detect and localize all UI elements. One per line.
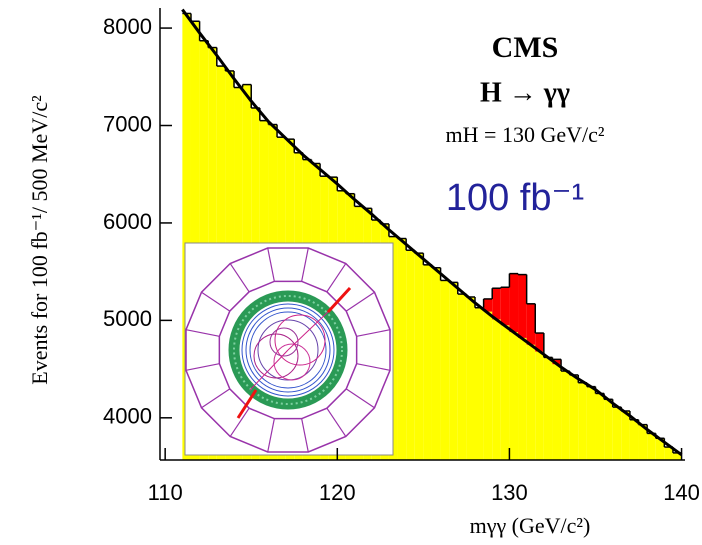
bar [527, 345, 536, 460]
bar [423, 265, 432, 460]
bar [587, 387, 596, 460]
bar [561, 371, 570, 460]
bar [492, 319, 501, 460]
bar [613, 407, 622, 460]
bar [604, 399, 613, 460]
bar [518, 338, 527, 460]
mass-label: mH = 130 GeV/c² [446, 122, 605, 147]
bar [570, 375, 579, 460]
experiment-label: CMS [492, 31, 559, 64]
y-tick-label: 6000 [103, 209, 152, 234]
bar [647, 433, 656, 460]
x-tick-label: 140 [663, 480, 700, 505]
bar [501, 325, 510, 460]
bar [406, 250, 415, 460]
bar [621, 411, 630, 460]
luminosity-label: 100 fb⁻¹ [446, 177, 584, 219]
bar [509, 332, 518, 460]
signal-bar [492, 288, 501, 319]
bar [475, 308, 484, 460]
y-tick-label: 5000 [103, 306, 152, 331]
chart: 4000 5000 6000 7000 8000 110 120 130 140 CMS H →… [0, 0, 702, 545]
detector-inset [185, 243, 393, 455]
bar [458, 294, 467, 460]
y-tick-label: 8000 [103, 14, 152, 39]
bar [398, 239, 407, 460]
signal-bar [518, 275, 527, 338]
bar [630, 420, 639, 460]
y-tick-label: 7000 [103, 111, 152, 136]
bar [595, 393, 604, 460]
bar [432, 268, 441, 460]
bar [484, 312, 493, 460]
channel-label: H → γγ [480, 77, 570, 108]
bar [449, 282, 458, 460]
signal-bar [509, 274, 518, 332]
bar [535, 352, 544, 460]
y-tick-label: 4000 [103, 404, 152, 429]
bar [578, 383, 587, 460]
x-tick-label: 120 [319, 480, 356, 505]
bar [552, 364, 561, 460]
bar [441, 280, 450, 460]
bar [466, 297, 475, 460]
signal-bar [527, 304, 536, 345]
bar [415, 253, 424, 460]
y-axis-label: Events for 100 fb⁻¹/ 500 MeV/c² [27, 95, 52, 385]
x-axis-label: mγγ (GeV/c²) [470, 513, 591, 538]
x-tick-label: 110 [148, 480, 183, 505]
bar [544, 357, 553, 460]
x-tick-label: 130 [491, 480, 528, 505]
signal-bar [501, 287, 510, 325]
